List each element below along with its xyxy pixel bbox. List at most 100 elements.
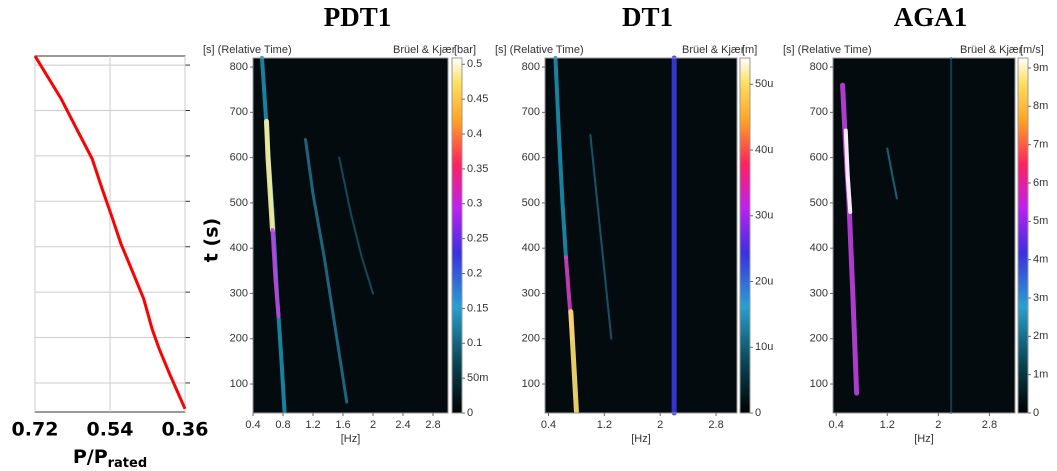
y-tick-label: 600 — [810, 152, 828, 164]
colorbar-tick-label: 0 — [755, 407, 761, 419]
colorbar-tick-label: 0.25 — [467, 233, 488, 245]
colorbar-tick-label: 50u — [755, 78, 773, 90]
colorbar-tick-label: 0 — [1033, 407, 1039, 419]
x-tick-label: 2 — [370, 419, 376, 431]
colorbar-tick-label: 0.3 — [467, 198, 482, 210]
panel-title: DT1 — [622, 2, 673, 32]
spectral-ridge — [568, 309, 579, 414]
spectral-ridge — [338, 156, 374, 295]
colorbar-tick-label: 5m — [1033, 215, 1048, 227]
plot-frame — [252, 57, 449, 414]
x-tick-label: 0.8 — [275, 419, 290, 431]
colorbar — [1017, 57, 1029, 414]
y-tick-label: 100 — [810, 378, 828, 390]
colorbar-tick-label: 40u — [755, 144, 773, 156]
unit-label: [bar] — [454, 44, 476, 56]
x-tick-label: 0.4 — [245, 419, 260, 431]
x-axis-label: [Hz] — [914, 433, 934, 445]
y-tick-label: 700 — [522, 106, 540, 118]
brand: Brüel & Kjær — [393, 44, 456, 56]
colorbar-tick-label: 0.4 — [467, 128, 482, 140]
line — [33, 55, 187, 410]
y-tick-label: 400 — [810, 242, 828, 254]
x-axis-label-subscript: rated — [108, 456, 148, 471]
colorbar-tick-label: 8m — [1033, 100, 1048, 112]
colorbar-tick-label: 0 — [467, 407, 473, 419]
unit-label: [m/s] — [1020, 44, 1044, 56]
colorbar-tick-label: 0.35 — [467, 163, 488, 175]
colorbar-tick-label: 20u — [755, 275, 773, 287]
y-tick-label: 200 — [522, 333, 540, 345]
colorbar-tick-label: 0.5 — [467, 58, 482, 70]
time-label: [s] (Relative Time) — [203, 44, 292, 56]
y-tick-label: 100 — [522, 378, 540, 390]
y-axis-label: t (s) — [201, 218, 223, 262]
y-tick-label: 800 — [810, 61, 828, 73]
colorbar-tick-label: 50m — [467, 372, 488, 384]
x-tick-label: 2.8 — [708, 419, 723, 431]
x-axis-label-main: P/P — [73, 446, 108, 468]
x-axis-label: [Hz] — [341, 433, 361, 445]
y-tick-label: 300 — [810, 287, 828, 299]
colorbar-tick-label: 0.2 — [467, 267, 482, 279]
x-tick-label: 0.4 — [829, 419, 844, 431]
y-tick-label: 800 — [522, 61, 540, 73]
panel-title: AGA1 — [894, 2, 968, 32]
spectrogram-background — [545, 58, 737, 413]
colorbar-tick-label: 4m — [1033, 254, 1048, 266]
x-tick-label: 1.2 — [597, 419, 612, 431]
spectral-ridge — [264, 118, 275, 233]
y-tick-label: 600 — [230, 152, 248, 164]
unit-label: [m] — [742, 44, 757, 56]
x-tick-label: 2 — [657, 419, 663, 431]
spectrogram-background — [833, 58, 1015, 413]
brand: Brüel & Kjær — [682, 44, 745, 56]
x-tick-label: 0.36 — [162, 419, 209, 441]
spectral-ridge — [886, 147, 898, 200]
y-tick-label: 300 — [522, 287, 540, 299]
plot-frame — [832, 57, 1016, 414]
spectral-ridge — [589, 133, 613, 340]
spectrogram-background — [253, 58, 448, 413]
x-tick-label: 0.4 — [541, 419, 556, 431]
y-tick-label: 100 — [230, 378, 248, 390]
y-tick-label: 700 — [230, 106, 248, 118]
spectral-ridge — [553, 56, 568, 260]
x-tick-label: 0.54 — [87, 419, 134, 441]
colorbar-tick-label: 10u — [755, 341, 773, 353]
colorbar-tick-label: 0.15 — [467, 302, 488, 314]
y-tick-label: 500 — [522, 197, 540, 209]
x-axis-label: P/Prated — [73, 446, 147, 471]
colorbar-tick-label: 1m — [1033, 369, 1048, 381]
colorbar-tick-label: 3m — [1033, 292, 1048, 304]
colorbar — [451, 57, 463, 414]
x-tick-label: 0.72 — [12, 419, 59, 441]
x-tick-label: 1.2 — [880, 419, 895, 431]
spectral-ridge — [304, 138, 349, 404]
colorbar-tick-label: 0.45 — [467, 93, 488, 105]
x-tick-label: 2.8 — [982, 419, 997, 431]
spectral-ridge — [270, 228, 281, 319]
x-tick-label: 2.8 — [425, 419, 440, 431]
traces — [553, 55, 677, 416]
y-tick-label: 800 — [230, 61, 248, 73]
y-tick-label: 600 — [522, 152, 540, 164]
x-tick-label: 1.6 — [335, 419, 350, 431]
y-tick-label: 700 — [810, 106, 828, 118]
colorbar-tick-label: 30u — [755, 210, 773, 222]
time-label: [s] (Relative Time) — [495, 44, 584, 56]
x-axis-label: [Hz] — [631, 433, 651, 445]
time-label: [s] (Relative Time) — [783, 44, 872, 56]
y-tick-label: 500 — [810, 197, 828, 209]
y-tick-label: 400 — [230, 242, 248, 254]
spectral-ridge — [843, 128, 853, 214]
colorbar-tick-label: 2m — [1033, 330, 1048, 342]
traces — [840, 57, 953, 414]
panel-title: PDT1 — [324, 2, 392, 32]
colorbar-tick-label: 0.1 — [467, 337, 482, 349]
x-tick-label: 2.4 — [395, 419, 410, 431]
y-tick-label: 200 — [230, 333, 248, 345]
y-tick-label: 400 — [522, 242, 540, 254]
plot-frame — [544, 57, 738, 414]
